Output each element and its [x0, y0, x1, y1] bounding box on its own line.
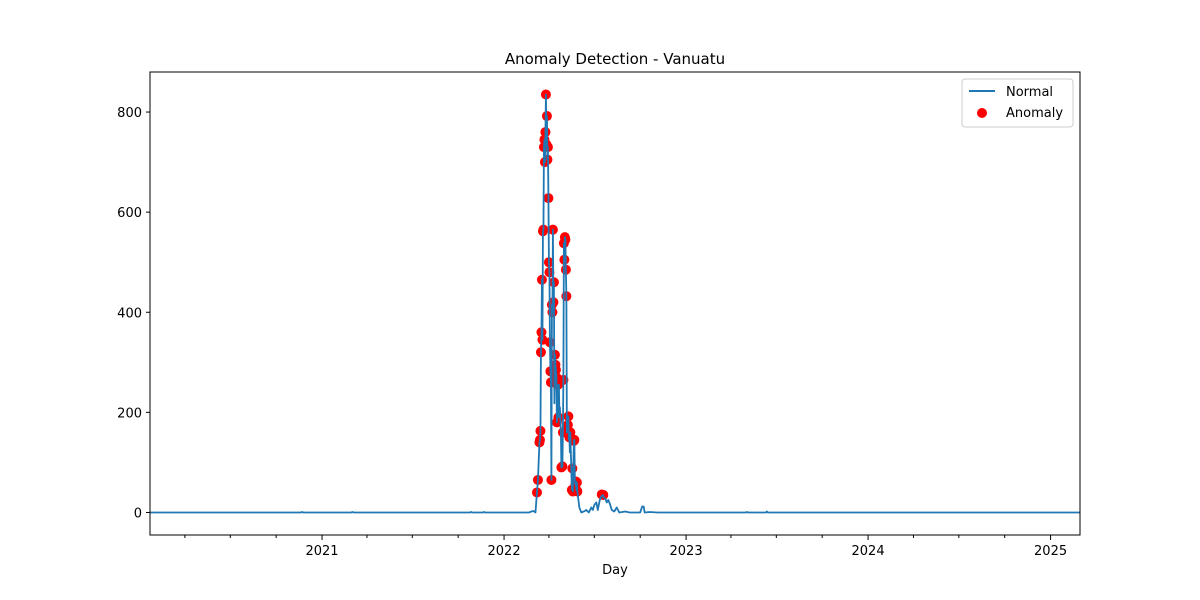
legend: Normal Anomaly: [961, 78, 1074, 128]
y-tick-label: 200: [117, 406, 142, 421]
x-tick-label: 2024: [852, 544, 885, 559]
plot-series-layer: [150, 89, 1080, 514]
legend-normal-label: Normal: [1006, 85, 1053, 100]
x-tick-label: 2021: [305, 544, 338, 559]
y-axis: 0 200 400 600 800: [117, 106, 150, 521]
y-tick-label: 0: [134, 506, 142, 521]
plot-frame: [149, 71, 1081, 536]
y-tick-label: 800: [117, 106, 142, 121]
x-tick-label: 2025: [1034, 544, 1067, 559]
y-tick-label: 400: [117, 306, 142, 321]
x-tick-label: 2022: [488, 544, 521, 559]
chart-title: Anomaly Detection - Vanuatu: [505, 50, 725, 68]
x-tick-label: 2023: [670, 544, 703, 559]
y-tick-label: 600: [117, 206, 142, 221]
legend-anomaly-dot-marker: [977, 108, 987, 118]
x-axis-title: Day: [602, 563, 628, 578]
legend-anomaly-label: Anomaly: [1006, 106, 1063, 121]
normal-series-line: [150, 93, 1080, 514]
x-axis: 2021 2022 2023 2024 2025: [184, 535, 1067, 559]
